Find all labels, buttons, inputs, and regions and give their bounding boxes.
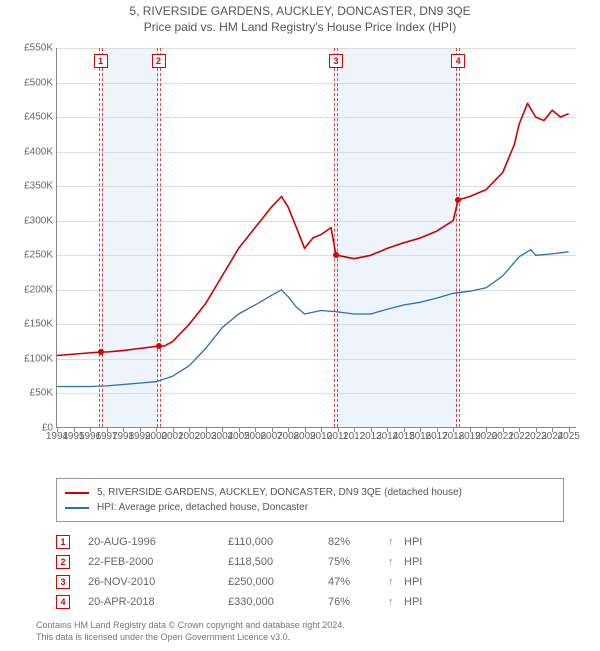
transaction-row: 3 26-NOV-2010£250,00047%↑HPI — [56, 572, 564, 592]
transaction-row-marker: 3 — [56, 575, 70, 589]
transaction-hpi-tag: HPI — [404, 576, 422, 588]
series-hpi — [57, 250, 569, 387]
y-axis-label: £200K — [24, 284, 57, 295]
transaction-date: 20-APR-2018 — [88, 596, 228, 608]
arrow-up-icon: ↑ — [388, 556, 404, 568]
arrow-up-icon: ↑ — [388, 596, 404, 608]
y-axis-label: £400K — [24, 146, 57, 157]
transaction-marker: 1 — [94, 54, 108, 68]
plot-area: £0£50K£100K£150K£200K£250K£300K£350K£400… — [56, 48, 576, 428]
y-axis-label: £550K — [24, 43, 57, 54]
legend-swatch-property — [65, 492, 89, 494]
legend-label: HPI: Average price, detached house, Donc… — [97, 502, 308, 513]
y-axis-label: £150K — [24, 319, 57, 330]
legend-item-hpi: HPI: Average price, detached house, Donc… — [65, 500, 555, 515]
footer-line: Contains HM Land Registry data © Crown c… — [36, 620, 564, 632]
transaction-row-marker: 2 — [56, 555, 70, 569]
transaction-table: 120-AUG-1996£110,00082%↑HPI222-FEB-2000£… — [56, 532, 564, 612]
transaction-pct: 82% — [328, 536, 388, 548]
y-axis-label: £50K — [30, 388, 57, 399]
series-svg — [57, 48, 577, 428]
y-axis-label: £500K — [24, 77, 57, 88]
transaction-dot — [455, 197, 461, 203]
transaction-date: 26-NOV-2010 — [88, 576, 228, 588]
transaction-hpi-tag: HPI — [404, 596, 422, 608]
transaction-row-marker: 1 — [56, 535, 70, 549]
series-property — [57, 103, 569, 355]
y-axis-label: £350K — [24, 181, 57, 192]
transaction-row: 1 20-AUG-1996£110,00082%↑HPI — [56, 532, 564, 552]
price-chart: £0£50K£100K£150K£200K£250K£300K£350K£400… — [4, 40, 596, 450]
transaction-pct: 75% — [328, 556, 388, 568]
legend-item-property: 5, RIVERSIDE GARDENS, AUCKLEY, DONCASTER… — [65, 485, 555, 500]
page-title: 5, RIVERSIDE GARDENS, AUCKLEY, DONCASTER… — [0, 0, 600, 20]
legend-swatch-hpi — [65, 507, 89, 509]
x-axis-label: 2025 — [558, 427, 580, 442]
transaction-date: 20-AUG-1996 — [88, 536, 228, 548]
arrow-up-icon: ↑ — [388, 536, 404, 548]
transaction-price: £330,000 — [228, 596, 328, 608]
transaction-marker: 3 — [329, 54, 343, 68]
transaction-dot — [333, 252, 339, 258]
transaction-marker: 2 — [152, 54, 166, 68]
legend-label: 5, RIVERSIDE GARDENS, AUCKLEY, DONCASTER… — [97, 487, 462, 498]
chart-legend: 5, RIVERSIDE GARDENS, AUCKLEY, DONCASTER… — [56, 478, 564, 522]
footer-line: This data is licensed under the Open Gov… — [36, 632, 564, 644]
y-axis-label: £100K — [24, 353, 57, 364]
page-subtitle: Price paid vs. HM Land Registry's House … — [0, 20, 600, 40]
transaction-dot — [156, 343, 162, 349]
transaction-hpi-tag: HPI — [404, 536, 422, 548]
transaction-price: £118,500 — [228, 556, 328, 568]
transaction-pct: 76% — [328, 596, 388, 608]
transaction-date: 22-FEB-2000 — [88, 556, 228, 568]
y-axis-label: £450K — [24, 112, 57, 123]
transaction-row: 2 22-FEB-2000£118,50075%↑HPI — [56, 552, 564, 572]
transaction-row-marker: 4 — [56, 595, 70, 609]
y-axis-label: £250K — [24, 250, 57, 261]
footer-attribution: Contains HM Land Registry data © Crown c… — [36, 620, 564, 643]
transaction-row: 4 20-APR-2018£330,00076%↑HPI — [56, 592, 564, 612]
transaction-dot — [98, 349, 104, 355]
transaction-marker: 4 — [451, 54, 465, 68]
transaction-price: £250,000 — [228, 576, 328, 588]
transaction-price: £110,000 — [228, 536, 328, 548]
y-axis-label: £300K — [24, 215, 57, 226]
transaction-pct: 47% — [328, 576, 388, 588]
transaction-hpi-tag: HPI — [404, 556, 422, 568]
arrow-up-icon: ↑ — [388, 576, 404, 588]
